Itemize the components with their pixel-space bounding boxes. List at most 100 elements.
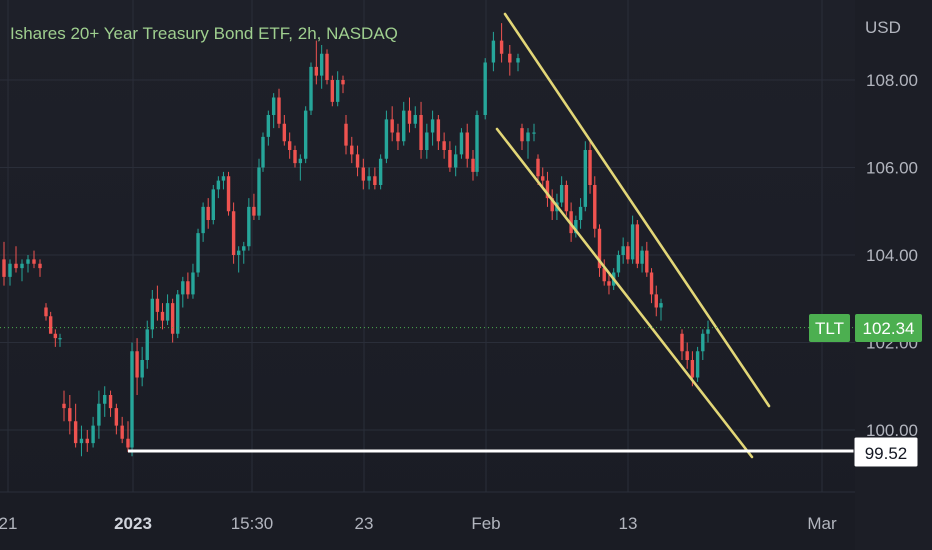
candle [170, 298, 175, 343]
candle-body [491, 40, 496, 63]
candle [282, 115, 287, 146]
candle [145, 320, 149, 369]
candle [574, 215, 578, 238]
y-tick-label: 104.00 [866, 246, 918, 265]
candle [231, 202, 236, 264]
drawings [0, 12, 855, 459]
candle-body [91, 425, 95, 444]
candle [361, 158, 366, 190]
candle-body [499, 40, 504, 54]
support-value: 99.52 [865, 444, 908, 463]
x-tick-label: 21 [0, 514, 17, 533]
grid [0, 0, 855, 492]
candle [271, 93, 276, 129]
candle [26, 255, 30, 273]
candle-body [170, 303, 175, 334]
candle-body [48, 316, 53, 334]
candle [471, 150, 475, 181]
candle [597, 224, 602, 277]
candle-body [73, 421, 78, 444]
candle [695, 346, 700, 382]
candle [335, 71, 340, 107]
candle-body [261, 136, 265, 168]
candle [355, 145, 360, 177]
candle-body [108, 395, 113, 409]
candle-body [483, 62, 487, 115]
candle-body [226, 176, 231, 212]
candle [236, 246, 241, 273]
candle-body [516, 58, 520, 63]
candle [706, 320, 710, 343]
candle-body [160, 311, 165, 321]
candle-body [541, 176, 545, 181]
candle-body [635, 224, 640, 264]
candle [453, 145, 458, 177]
candle [578, 198, 583, 229]
candle [564, 180, 569, 216]
candle-body [448, 150, 452, 168]
candle [191, 263, 195, 299]
candle-body [186, 281, 190, 295]
candle-body [165, 303, 170, 321]
candle [654, 285, 658, 317]
candle [621, 237, 625, 264]
candle [459, 128, 464, 159]
candle [8, 259, 12, 286]
candle [108, 390, 113, 417]
candle [545, 171, 550, 207]
candle-body [630, 224, 635, 260]
candle [520, 123, 524, 150]
candle [508, 45, 512, 76]
candle [206, 198, 210, 229]
candle [73, 403, 78, 448]
candle [630, 215, 635, 264]
y-tick-label: 106.00 [866, 159, 918, 178]
candle-body [271, 97, 276, 115]
candle-body [130, 351, 134, 448]
candle [155, 285, 160, 321]
candle-body [282, 123, 287, 142]
candle-body [58, 338, 62, 340]
channel-lower-line[interactable] [495, 127, 754, 459]
candle-body [14, 263, 18, 269]
channel-upper-line[interactable] [503, 12, 771, 408]
candle-body [640, 250, 644, 264]
candle [442, 132, 446, 159]
candle-body [201, 206, 205, 234]
candle [593, 176, 597, 238]
candle [526, 128, 530, 159]
candle-body [325, 53, 329, 80]
candle [196, 228, 200, 277]
candle-body [303, 110, 308, 159]
candle-body [569, 211, 573, 234]
candle [448, 141, 452, 172]
candle-body [545, 180, 550, 199]
candle-body [211, 189, 215, 220]
candle-body [520, 128, 524, 142]
candle [583, 141, 588, 212]
y-tick-label: 100.00 [866, 421, 918, 440]
candle-body [616, 255, 621, 273]
candle-body [231, 211, 236, 255]
candle [150, 290, 155, 339]
candle [430, 110, 435, 146]
candle-body [532, 132, 536, 134]
candle-body [526, 132, 530, 142]
candle [126, 421, 130, 452]
candle [635, 220, 640, 269]
candle-body [319, 53, 324, 76]
time-axis[interactable]: 21 2023 15:30 23 Feb 13 Mar [0, 491, 855, 533]
candle-body [140, 360, 144, 378]
candle-body [407, 110, 412, 124]
candle [68, 395, 72, 435]
candle [465, 123, 469, 168]
candle-body [685, 351, 689, 360]
candle [396, 123, 400, 150]
candle [483, 58, 487, 120]
candle [277, 88, 281, 129]
candle [135, 338, 139, 395]
candle-body [68, 408, 72, 422]
candle [20, 259, 24, 282]
candle [569, 202, 573, 242]
candle [588, 141, 592, 194]
